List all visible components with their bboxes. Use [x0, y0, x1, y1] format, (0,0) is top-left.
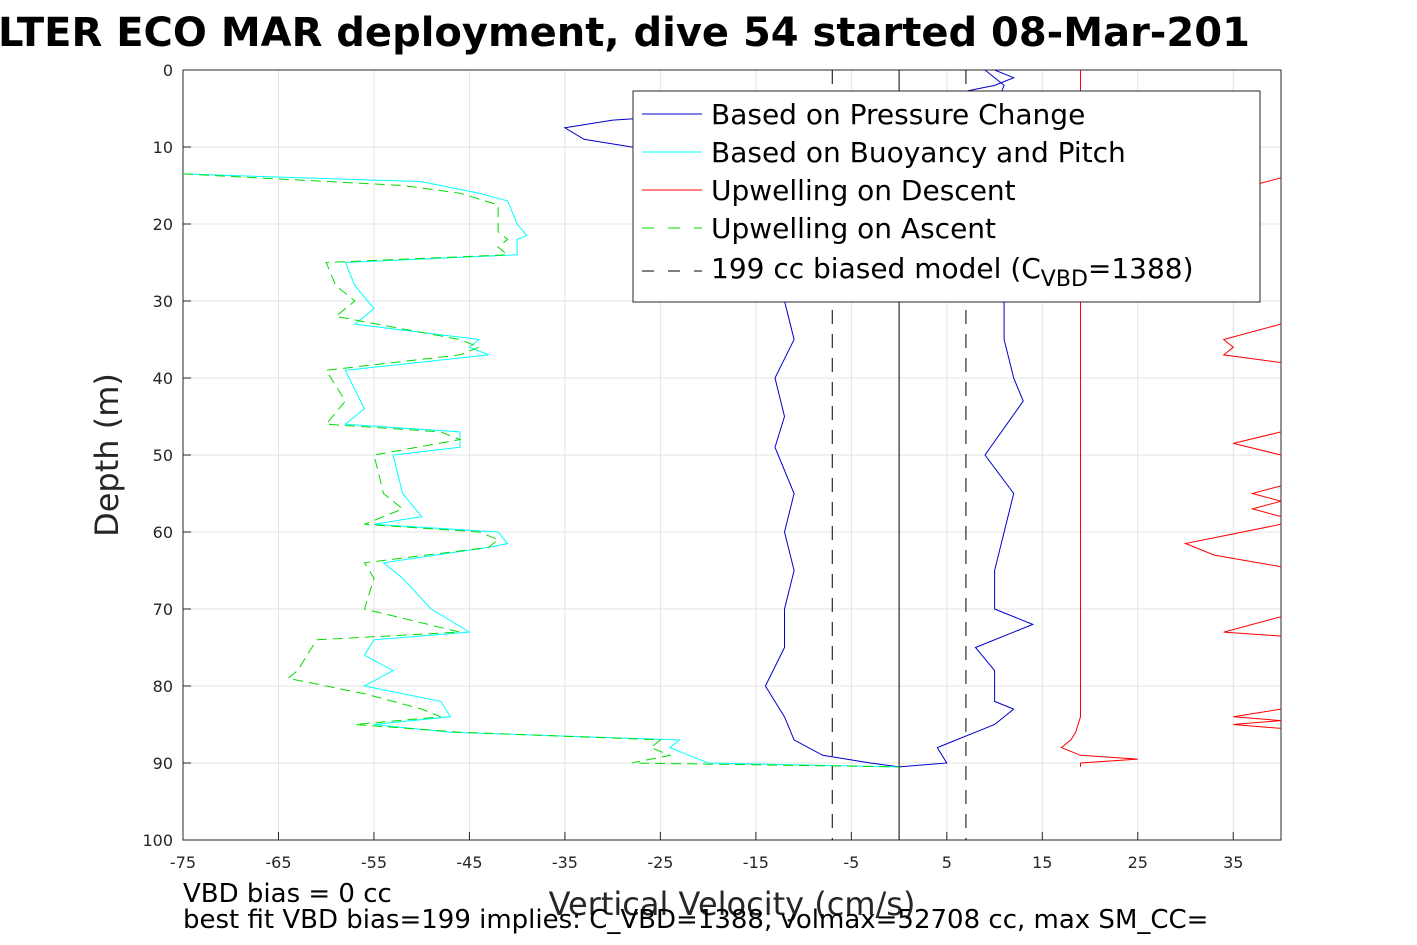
y-tick-label: 0 — [163, 61, 173, 80]
y-tick-label: 10 — [153, 138, 173, 157]
x-tick-label: 5 — [942, 853, 952, 872]
x-tick-label: -65 — [265, 853, 291, 872]
y-tick-label: 80 — [153, 677, 173, 696]
y-tick-label: 90 — [153, 754, 173, 773]
chart-title: LTER ECO MAR deployment, dive 54 started… — [0, 10, 1250, 56]
legend-label-1: Based on Buoyancy and Pitch — [711, 136, 1126, 169]
y-tick-label: 40 — [153, 369, 173, 388]
x-tick-label: -75 — [170, 853, 196, 872]
x-tick-label: 35 — [1223, 853, 1243, 872]
x-tick-label: -5 — [843, 853, 859, 872]
legend-label-2: Upwelling on Descent — [711, 174, 1016, 207]
x-tick-label: -25 — [647, 853, 673, 872]
series-upwell_red_47 — [1233, 431, 1281, 456]
legend-label-0: Based on Pressure Change — [711, 98, 1085, 131]
legend: Based on Pressure Change Based on Buoyanc… — [632, 90, 1261, 303]
x-tick-label: 25 — [1128, 853, 1148, 872]
series-upwell_red_71 — [1223, 616, 1281, 637]
x-tick-label: -55 — [361, 853, 387, 872]
y-tick-label: 70 — [153, 600, 173, 619]
series-upwell_red_54 — [1250, 485, 1281, 518]
x-tick-label: -15 — [743, 853, 769, 872]
series-layer — [183, 70, 1281, 768]
series-upwell_ascent — [183, 173, 900, 768]
legend-label-3: Upwelling on Ascent — [711, 212, 996, 245]
series-upwell_red_83 — [1233, 708, 1281, 729]
legend-label-model: 199 cc biased model (CVBD=1388) — [711, 252, 1194, 292]
y-tick-label: 30 — [153, 292, 173, 311]
vbd-bias-text: VBD bias = 0 cc — [183, 879, 392, 909]
series-upwell_red_33 — [1222, 323, 1281, 364]
y-tick-label: 50 — [153, 446, 173, 465]
y-tick-label: 20 — [153, 215, 173, 234]
series-upwell_red_59 — [1183, 523, 1281, 568]
legend-entries: Based on Pressure Change Based on Buoyanc… — [642, 98, 1126, 245]
y-tick-label: 60 — [153, 523, 173, 542]
y-tick-label: 100 — [142, 831, 173, 850]
x-tick-label: 15 — [1032, 853, 1052, 872]
best-fit-text: best fit VBD bias=199 implies: C_VBD=138… — [183, 905, 1208, 935]
x-tick-label: -35 — [552, 853, 578, 872]
axis-ticks: -75 -65 -55 -45 -35 -25 -15 -5 5 15 25 350102030405… — [142, 61, 1243, 872]
y-axis-label: Depth (m) — [88, 373, 126, 537]
legend-box — [632, 90, 1261, 303]
x-axis-label: Vertical Velocity (cm/s) — [549, 885, 916, 923]
x-tick-label: -45 — [456, 853, 482, 872]
